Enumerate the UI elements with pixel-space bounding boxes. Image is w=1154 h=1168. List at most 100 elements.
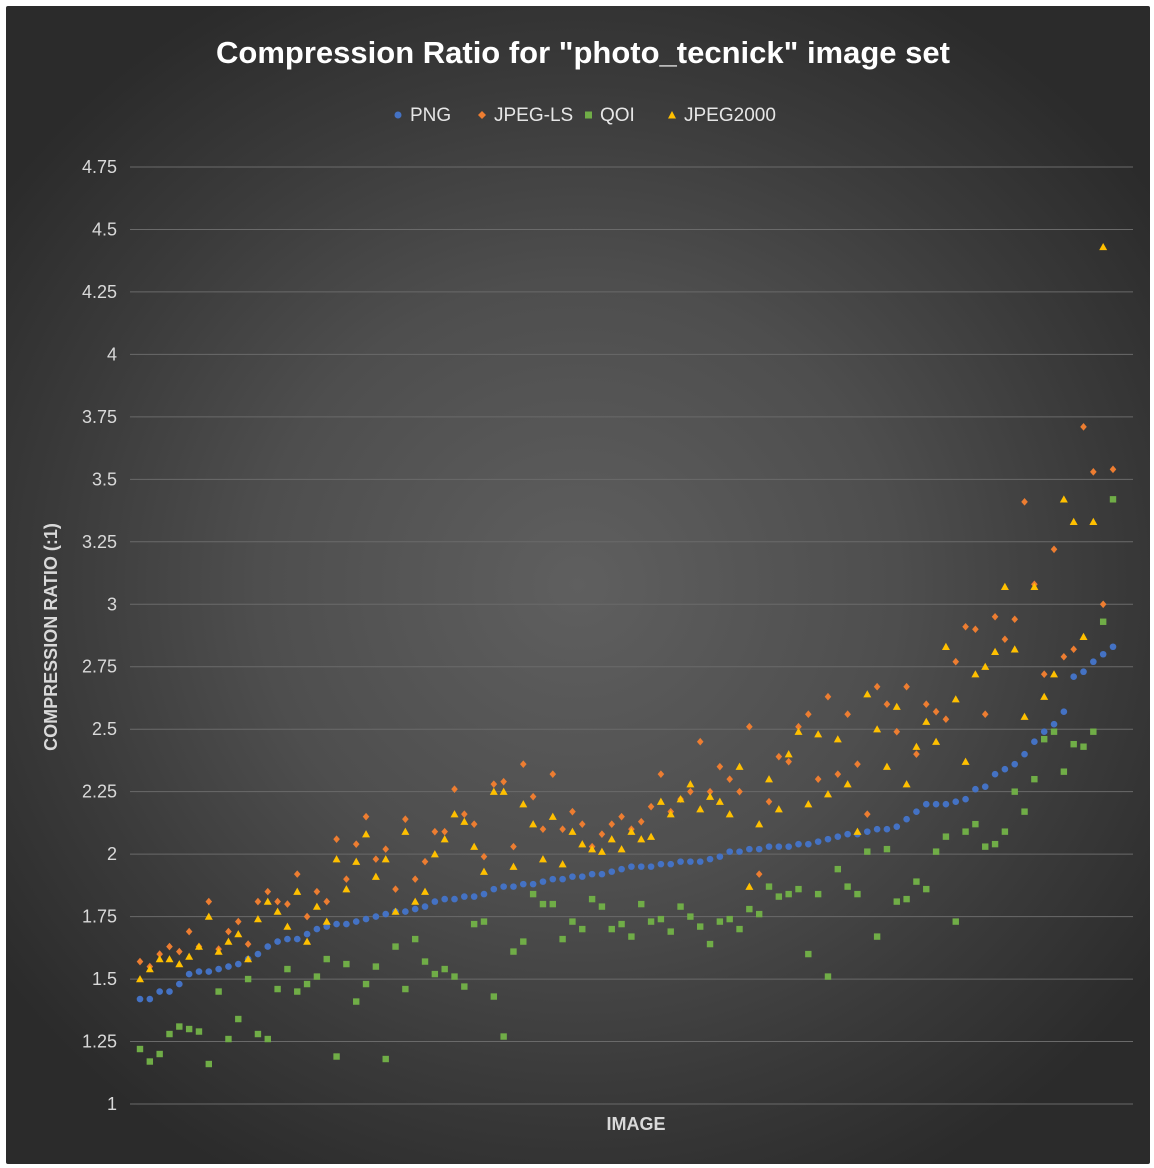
legend: PNG JPEG-LS QOI JPEG2000: [394, 105, 776, 126]
legend-marker-jpeg-ls: [478, 111, 486, 119]
data-point-png: [962, 795, 969, 803]
data-point-png: [932, 800, 940, 808]
data-point-jpeg-ls: [1109, 465, 1117, 474]
data-point-jpeg-ls: [1040, 670, 1048, 679]
data-point-png: [598, 870, 606, 878]
data-point-qoi: [313, 973, 321, 980]
data-point-jpeg-ls: [313, 887, 321, 896]
data-point-qoi: [716, 918, 724, 925]
data-point-jpeg2000: [745, 882, 754, 890]
data-point-png: [421, 903, 429, 910]
data-point-png: [313, 925, 321, 933]
data-point-jpeg-ls: [696, 737, 704, 746]
data-point-png: [431, 898, 439, 905]
y-tick-label: 2.5: [92, 719, 117, 739]
data-point-qoi: [834, 865, 842, 873]
data-point-jpeg2000: [224, 937, 233, 945]
data-point-jpeg-ls: [431, 827, 439, 836]
data-point-jpeg-ls: [520, 760, 527, 768]
data-point-qoi: [618, 920, 625, 928]
data-point-jpeg-ls: [657, 770, 665, 778]
y-tick-label: 3: [107, 594, 117, 614]
data-point-qoi: [333, 1053, 340, 1060]
data-point-qoi: [697, 923, 704, 930]
data-point-jpeg2000: [204, 912, 213, 920]
data-point-jpeg2000: [784, 750, 793, 758]
data-point-png: [1070, 673, 1077, 681]
data-point-jpeg-ls: [873, 682, 881, 691]
data-point-jpeg2000: [971, 670, 980, 678]
data-point-jpeg-ls: [1060, 652, 1068, 661]
data-point-qoi: [755, 910, 763, 918]
data-point-jpeg2000: [194, 942, 203, 950]
data-point-png: [1099, 650, 1107, 658]
data-point-jpeg-ls: [785, 757, 792, 766]
data-point-png: [539, 878, 547, 885]
data-point-jpeg-ls: [333, 835, 340, 843]
y-tick-label: 1: [107, 1094, 117, 1114]
legend-item-png: PNG: [394, 105, 451, 126]
data-point-png: [293, 935, 301, 943]
data-point-jpeg2000: [578, 840, 587, 848]
series-qoi: [136, 496, 1117, 1068]
data-point-qoi: [569, 918, 576, 925]
gridlines: [130, 166, 1133, 1105]
data-point-png: [952, 798, 960, 805]
data-point-qoi: [372, 963, 380, 970]
data-point-png: [1080, 668, 1087, 676]
data-point-qoi: [539, 900, 547, 908]
data-point-qoi: [775, 893, 783, 900]
data-point-qoi: [510, 948, 517, 955]
data-point-jpeg2000: [1030, 582, 1039, 590]
data-point-jpeg2000: [165, 955, 174, 963]
y-tick-label: 2: [107, 844, 117, 864]
data-point-jpeg2000: [814, 730, 823, 738]
data-point-qoi: [598, 903, 606, 910]
data-point-qoi: [667, 928, 674, 935]
data-point-qoi: [805, 950, 812, 958]
data-point-jpeg-ls: [805, 710, 812, 719]
data-point-jpeg-ls: [284, 900, 291, 908]
series-png: [136, 643, 1117, 1003]
data-point-qoi: [864, 848, 871, 855]
data-point-jpeg2000: [568, 827, 577, 835]
legend-label-qoi: QOI: [600, 105, 635, 126]
data-point-qoi: [1050, 728, 1058, 735]
data-point-png: [1021, 750, 1028, 758]
data-point-jpeg2000: [1010, 645, 1019, 653]
data-point-qoi: [647, 918, 655, 925]
data-point-jpeg2000: [765, 775, 774, 783]
data-point-qoi: [893, 898, 900, 905]
data-point-jpeg-ls: [500, 777, 507, 786]
data-point-qoi: [1021, 808, 1028, 815]
data-point-jpeg-ls: [687, 787, 694, 796]
data-point-qoi: [942, 833, 950, 840]
data-point-png: [176, 980, 183, 988]
data-point-png: [225, 963, 232, 970]
data-point-jpeg-ls: [1021, 498, 1028, 506]
data-point-jpeg-ls: [1011, 615, 1019, 624]
data-point-png: [500, 883, 507, 890]
data-point-qoi: [176, 1023, 183, 1030]
data-point-jpeg-ls: [716, 762, 724, 771]
data-point-jpeg2000: [470, 842, 479, 850]
data-point-jpeg2000: [1089, 517, 1098, 526]
data-point-jpeg2000: [185, 952, 194, 960]
data-point-jpeg2000: [1000, 582, 1009, 590]
data-point-jpeg-ls: [176, 947, 183, 956]
data-point-png: [608, 868, 616, 875]
data-point-qoi: [441, 965, 448, 973]
data-point-jpeg2000: [362, 830, 371, 838]
data-point-qoi: [254, 1030, 262, 1038]
data-point-jpeg-ls: [303, 912, 311, 921]
data-point-png: [1040, 728, 1048, 735]
data-point-qoi: [923, 885, 930, 893]
data-point-jpeg2000: [912, 742, 921, 750]
data-point-png: [775, 843, 783, 850]
data-point-qoi: [294, 988, 301, 995]
data-point-jpeg2000: [725, 810, 734, 818]
data-point-qoi: [1090, 728, 1097, 735]
data-point-jpeg2000: [804, 800, 813, 808]
data-point-png: [677, 858, 684, 865]
data-point-jpeg2000: [794, 727, 803, 735]
